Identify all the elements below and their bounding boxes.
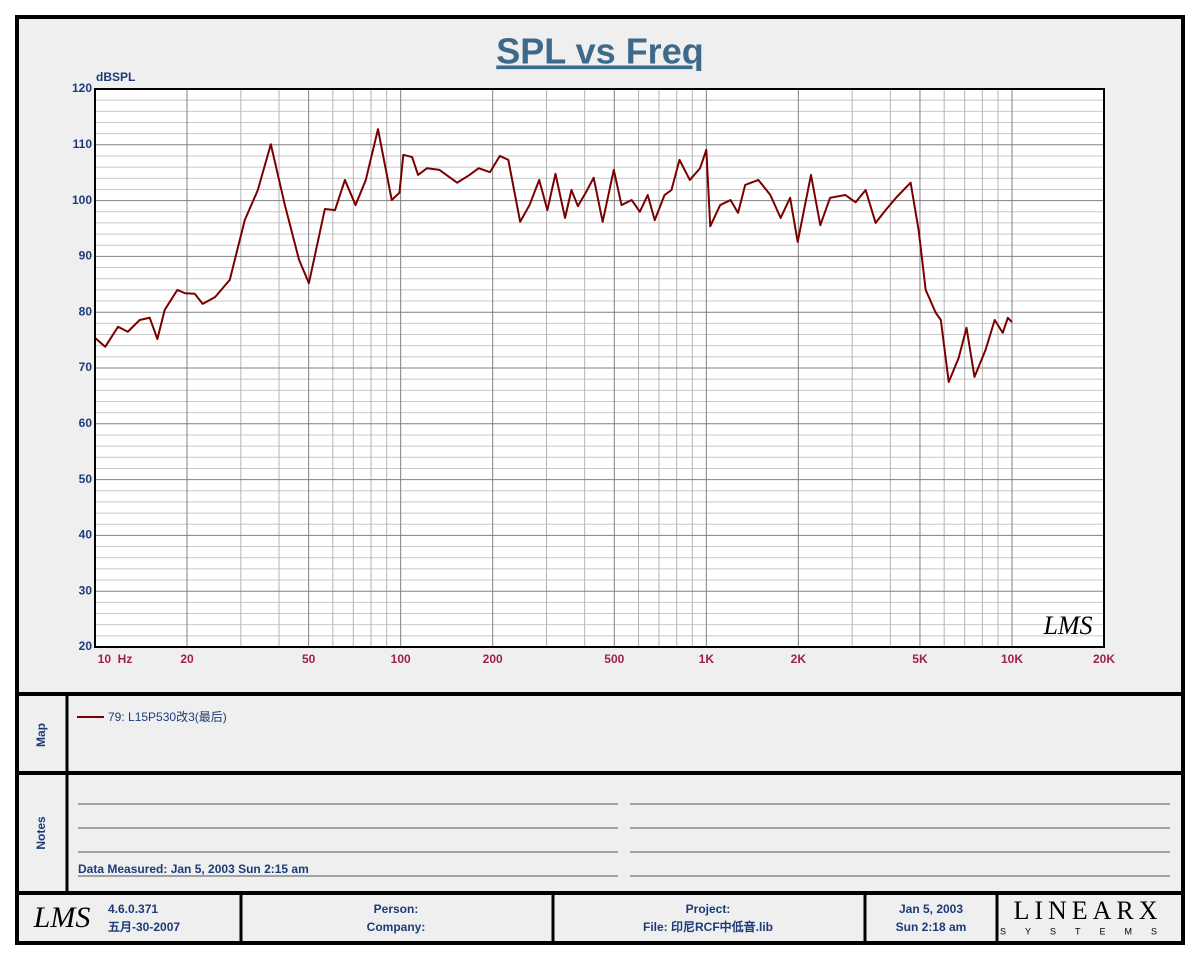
x-tick-label: 10 Hz [98,652,133,666]
y-tick-label: 120 [72,81,92,95]
map-label: Map [34,723,48,747]
brand-sub: SYSTEMS [1000,926,1176,936]
notes-label: Notes [34,816,48,850]
y-axis-label: dBSPL [96,70,135,84]
measured-note: Data Measured: Jan 5, 2003 Sun 2:15 am [78,862,309,876]
x-tick-label: 500 [604,652,624,666]
y-tick-label: 80 [79,304,93,318]
x-tick-label: 100 [391,652,411,666]
y-tick-label: 20 [79,639,93,653]
marks [94,128,1013,383]
file: File: 印尼RCF中低音.lib [643,919,773,934]
y-tick-label: 50 [79,472,93,486]
legend-label: 79: L15P530改3(最后) [108,710,227,724]
x-tick-label: 20K [1093,652,1115,666]
date: Jan 5, 2003 [899,902,963,916]
project: Project: [686,902,731,916]
x-tick-label: 10K [1001,652,1023,666]
x-tick-label: 1K [699,652,715,666]
x-tick-label: 20 [180,652,194,666]
plot-border [94,88,1105,648]
x-tick-label: 50 [302,652,316,666]
logo: LMS [1042,611,1092,640]
y-tick-label: 90 [79,249,93,263]
note-lines [78,803,1170,877]
y-tick-label: 30 [79,583,93,597]
brand: LINEARX [1013,896,1162,925]
time: Sun 2:18 am [896,920,967,934]
x-tick-label: 2K [791,652,807,666]
logo: LMS [33,901,91,934]
y-tick-label: 60 [79,416,93,430]
x-tick-label: 5K [912,652,928,666]
series-line [94,128,1013,383]
y-tick-label: 110 [73,137,93,151]
y-tick-label: 70 [79,360,93,374]
chart-title: SPL vs Freq [496,31,703,72]
company: Company: [367,920,426,934]
person: Person: [374,902,419,916]
y-tick-label: 100 [72,193,92,207]
x-tick-label: 200 [483,652,503,666]
version: 4.6.0.371 [108,902,158,916]
version-date: 五月-30-2007 [108,920,180,934]
y-tick-label: 40 [79,528,93,542]
